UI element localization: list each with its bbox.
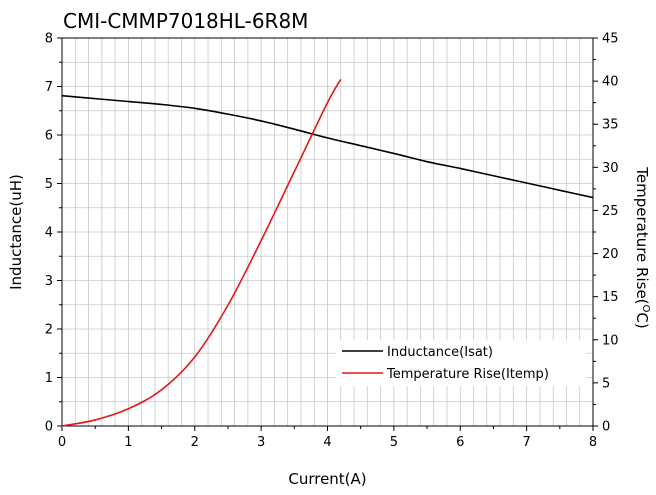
- y-tick-label: 5: [45, 177, 53, 192]
- x-axis-label: Current(A): [288, 470, 366, 488]
- x-tick-labels: 0 1 2 3 4 5 6 7 8: [58, 435, 597, 450]
- y2-tick-labels: 0 5 10 15 20 25 30 35 40 45: [602, 32, 619, 435]
- y-axis-label: Inductance(uH): [7, 174, 25, 290]
- y-tick-label: 0: [45, 420, 53, 435]
- y-tick-label: 3: [45, 274, 53, 289]
- y-tick-label: 7: [45, 80, 53, 95]
- y2-tick-label: 40: [602, 75, 619, 90]
- x-tick-label: 0: [58, 435, 66, 450]
- y2-tick-label: 5: [602, 376, 610, 391]
- x-tick-label: 4: [323, 435, 331, 450]
- y2-tick-label: 0: [602, 420, 610, 435]
- y2-axis-label-prefix: Temperature Rise(: [633, 166, 651, 304]
- y2-tick-label: 25: [602, 204, 619, 219]
- y-tick-label: 1: [45, 371, 53, 386]
- series-line-temperature-rise: [61, 78, 342, 427]
- y2-tick-label: 30: [602, 161, 619, 176]
- y-tick-label: 6: [45, 129, 53, 144]
- chart-title: CMI-CMMP7018HL-6R8M: [63, 9, 308, 33]
- y2-axis-label: Temperature Rise(OC): [633, 166, 651, 328]
- y-tick-label: 2: [45, 323, 53, 338]
- x-tick-label: 3: [257, 435, 265, 450]
- legend: Inductance(Isat) Temperature Rise(Itemp): [336, 340, 586, 386]
- x-tick-label: 7: [522, 435, 530, 450]
- legend-label-inductance: Inductance(Isat): [387, 345, 493, 360]
- y2-tick-label: 15: [602, 290, 619, 305]
- x-tick-label: 2: [191, 435, 199, 450]
- x-tick-label: 5: [390, 435, 398, 450]
- tick-marks: [57, 37, 598, 431]
- x-tick-label: 8: [589, 435, 597, 450]
- legend-label-temperature: Temperature Rise(Itemp): [386, 367, 549, 382]
- x-tick-label: 6: [456, 435, 464, 450]
- y-tick-label: 4: [45, 226, 53, 241]
- y2-axis-label-suffix: C): [633, 312, 651, 328]
- x-tick-label: 1: [124, 435, 132, 450]
- legend-box: [336, 340, 586, 386]
- y-tick-labels: 0 1 2 3 4 5 6 7 8: [45, 32, 53, 435]
- y2-tick-label: 20: [602, 247, 619, 262]
- y2-tick-label: 10: [602, 333, 619, 348]
- y2-axis-label-degree: O: [640, 305, 651, 313]
- series-lines: [61, 78, 594, 427]
- y2-tick-label: 35: [602, 118, 619, 133]
- series-line-inductance: [61, 94, 594, 199]
- y-tick-label: 8: [45, 32, 53, 47]
- y2-tick-label: 45: [602, 32, 619, 47]
